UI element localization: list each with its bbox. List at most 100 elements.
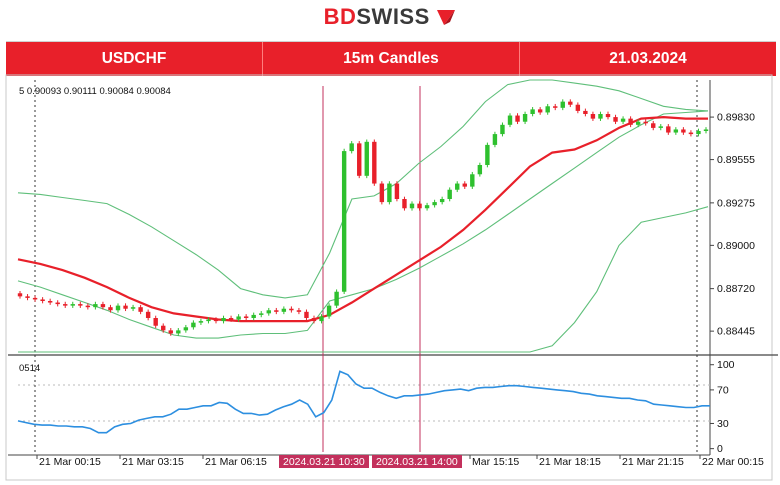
header-date: 21.03.2024 bbox=[609, 50, 687, 67]
oscillator-tick-label: 100 bbox=[717, 359, 735, 371]
candle bbox=[281, 308, 287, 312]
header-timeframe: 15m Candles bbox=[263, 42, 520, 76]
candle bbox=[108, 307, 113, 311]
oscillator-tick-label: 0 bbox=[717, 443, 723, 455]
candle bbox=[228, 318, 234, 320]
candle bbox=[530, 109, 535, 114]
ohlc-readout: 5 0.90093 0.90111 0.90084 0.90084 bbox=[19, 86, 171, 97]
candle bbox=[100, 304, 106, 308]
candle bbox=[387, 183, 392, 203]
candle bbox=[439, 199, 445, 203]
candle bbox=[462, 183, 467, 187]
candle bbox=[455, 183, 460, 190]
candle bbox=[537, 109, 543, 113]
oscillator-tick-label: 30 bbox=[717, 418, 729, 430]
candle bbox=[130, 307, 136, 309]
candle bbox=[485, 144, 490, 165]
price-tick-label: 0.89275 bbox=[717, 197, 755, 209]
candle bbox=[666, 126, 671, 133]
candle bbox=[605, 114, 611, 118]
candle bbox=[635, 121, 641, 125]
candle bbox=[236, 316, 241, 320]
time-tick-label: 21 Mar 06:15 bbox=[205, 456, 267, 468]
candle bbox=[266, 310, 271, 314]
candle bbox=[545, 106, 550, 113]
time-tick-label: 2024.03.21 10:30 bbox=[283, 456, 365, 468]
price-tick-label: 0.89000 bbox=[717, 240, 755, 252]
candle bbox=[651, 123, 656, 128]
price-tick-label: 0.88445 bbox=[717, 326, 755, 338]
candle bbox=[198, 321, 204, 323]
candle bbox=[93, 304, 98, 308]
candle bbox=[319, 316, 324, 322]
time-tick-label: 21 Mar 03:15 bbox=[122, 456, 184, 468]
candle bbox=[598, 114, 603, 119]
candle bbox=[63, 304, 68, 306]
candle bbox=[470, 174, 475, 187]
candle bbox=[40, 299, 45, 301]
candle bbox=[432, 202, 437, 206]
time-tick-label: Mar 15:15 bbox=[472, 456, 519, 468]
candle bbox=[560, 101, 565, 108]
candle bbox=[304, 311, 309, 318]
candle bbox=[583, 110, 588, 114]
candle bbox=[681, 129, 686, 133]
candle bbox=[70, 304, 75, 306]
candle bbox=[176, 330, 181, 334]
candle bbox=[673, 129, 679, 133]
candle bbox=[326, 305, 332, 317]
header-symbol: USDCHF bbox=[6, 42, 263, 76]
candle bbox=[613, 117, 618, 122]
price-tick-label: 0.89555 bbox=[717, 154, 755, 166]
candle bbox=[424, 205, 430, 209]
candle bbox=[47, 301, 53, 303]
time-tick-label: 21 Mar 18:15 bbox=[539, 456, 601, 468]
candle bbox=[311, 318, 317, 322]
candle bbox=[161, 325, 166, 331]
candle bbox=[123, 305, 128, 309]
candle bbox=[206, 319, 211, 322]
header-banner: USDCHF 15m Candles 21.03.2024 bbox=[6, 41, 776, 76]
candle bbox=[296, 310, 302, 312]
candle bbox=[78, 304, 83, 306]
time-tick-label: 22 Mar 00:15 bbox=[702, 456, 764, 468]
time-label-highlight bbox=[372, 455, 462, 468]
candle bbox=[620, 118, 626, 122]
candle bbox=[25, 296, 30, 298]
candle bbox=[409, 203, 415, 209]
candle bbox=[349, 143, 354, 152]
chart-frame bbox=[5, 74, 773, 481]
candle bbox=[402, 199, 407, 209]
candle bbox=[703, 129, 709, 131]
brand-logo-swiss: SWISS bbox=[356, 4, 430, 29]
candle bbox=[658, 126, 663, 128]
moving-average-line bbox=[17, 115, 708, 323]
candle bbox=[243, 316, 249, 318]
candle bbox=[85, 305, 91, 308]
brand-logo-bd: BD bbox=[323, 4, 357, 29]
candle bbox=[590, 114, 596, 119]
brand-logo: BDSWISS bbox=[0, 0, 780, 38]
price-tick-label: 0.89830 bbox=[717, 112, 755, 124]
candle bbox=[274, 310, 279, 312]
brand-arrow-icon bbox=[437, 10, 456, 25]
candle bbox=[696, 131, 701, 135]
candle bbox=[251, 314, 256, 318]
candle bbox=[417, 203, 422, 209]
candle bbox=[357, 143, 362, 176]
candle bbox=[500, 124, 505, 135]
oscillator-readout: 0514 bbox=[19, 363, 40, 374]
candle bbox=[334, 291, 339, 306]
candle bbox=[183, 327, 189, 331]
candle bbox=[575, 104, 581, 111]
time-tick-label: 21 Mar 21:15 bbox=[622, 456, 684, 468]
candle bbox=[553, 106, 558, 108]
candle bbox=[688, 132, 694, 135]
candle bbox=[289, 308, 294, 311]
candle bbox=[447, 189, 452, 199]
candle bbox=[55, 302, 60, 305]
candle bbox=[168, 330, 173, 334]
candle bbox=[259, 313, 264, 315]
candle bbox=[568, 101, 573, 105]
